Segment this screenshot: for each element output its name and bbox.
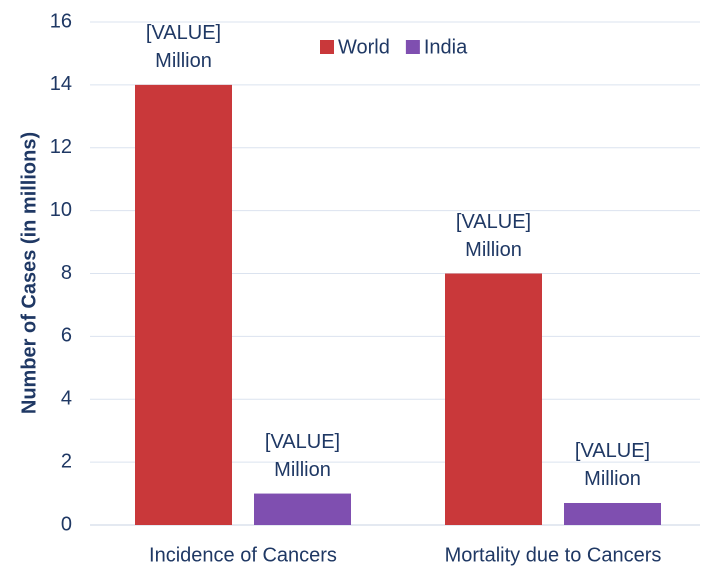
x-tick-label: Incidence of Cancers [149, 544, 337, 566]
legend-swatch [405, 40, 420, 54]
legend-label: World [338, 36, 390, 58]
bar [135, 84, 232, 525]
y-tick-label: 4 [61, 388, 72, 410]
bar [254, 493, 351, 525]
y-tick-label: 2 [61, 450, 72, 472]
y-tick-label: 10 [50, 199, 72, 221]
legend-label: India [424, 36, 468, 58]
y-tick-label: 8 [61, 262, 72, 284]
data-label: [VALUE] Million [574, 439, 651, 490]
y-tick-label: 12 [50, 136, 72, 158]
x-tick-label: Mortality due to Cancers [445, 544, 662, 566]
y-tick-label: 14 [50, 73, 72, 95]
bar [445, 273, 542, 525]
data-label: [VALUE] Million [455, 210, 532, 261]
bar [564, 502, 661, 525]
y-tick-label: 0 [61, 513, 72, 535]
data-label: [VALUE] Million [145, 21, 222, 72]
y-axis-title: Number of Cases (in millions) [18, 132, 40, 414]
data-label: [VALUE] Million [264, 430, 341, 481]
legend-swatch [320, 40, 334, 54]
y-tick-label: 16 [50, 10, 72, 32]
y-tick-label: 6 [61, 325, 72, 347]
